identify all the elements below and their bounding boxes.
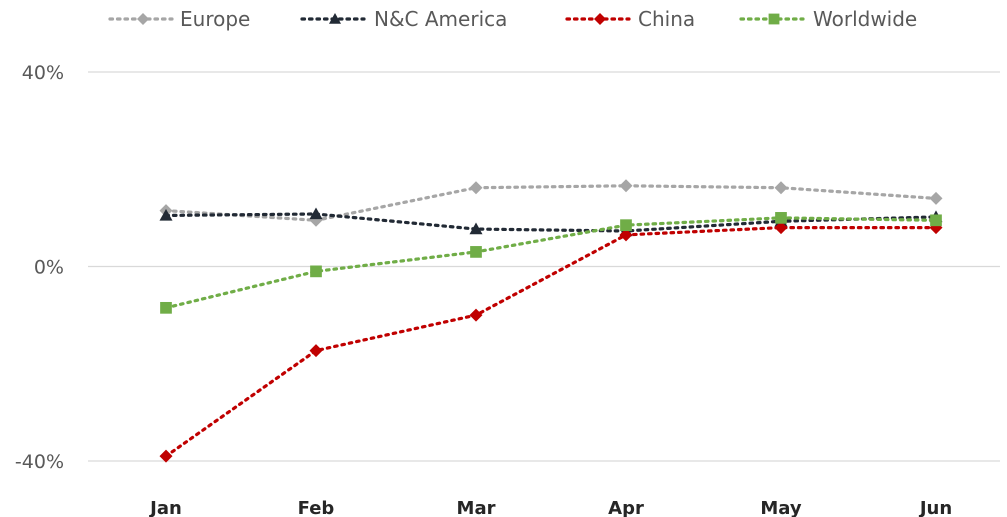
data-point xyxy=(929,191,943,205)
x-tick-label: May xyxy=(760,498,802,517)
legend-label: China xyxy=(638,7,695,31)
x-axis-tick-labels: Jan Feb Mar Apr May Jun xyxy=(148,498,952,517)
data-point xyxy=(309,207,323,220)
y-tick-label: 0% xyxy=(34,257,64,279)
data-point xyxy=(775,212,787,224)
gridlines xyxy=(88,71,1000,462)
legend-label: Worldwide xyxy=(813,7,917,31)
y-axis-tick-labels: 40% 0% -40% xyxy=(15,62,64,473)
legend-item-nandc-america: N&C America xyxy=(300,7,507,31)
legend-label: N&C America xyxy=(374,7,507,31)
y-tick-label: 40% xyxy=(22,62,64,84)
x-tick-label: Apr xyxy=(608,498,644,517)
legend-label: Europe xyxy=(180,7,250,31)
data-point xyxy=(619,179,633,193)
data-point xyxy=(159,208,173,221)
data-point xyxy=(469,308,483,322)
legend: Europe N&C America China Worldwide xyxy=(108,7,917,31)
x-tick-label: Feb xyxy=(298,498,335,517)
data-point xyxy=(930,214,942,227)
series-line xyxy=(164,212,938,233)
series-nandc-america xyxy=(159,207,943,237)
series-line xyxy=(164,216,938,310)
data-point xyxy=(469,181,483,195)
data-point xyxy=(310,265,322,278)
x-tick-label: Mar xyxy=(457,498,496,517)
data-point xyxy=(620,219,632,232)
legend-item-worldwide: Worldwide xyxy=(739,7,917,31)
series-worldwide xyxy=(160,212,942,314)
legend-item-europe: Europe xyxy=(108,7,250,31)
data-point xyxy=(159,449,173,463)
legend-marker xyxy=(329,13,341,24)
legend-marker xyxy=(768,13,780,25)
data-point xyxy=(774,181,788,195)
data-point xyxy=(309,344,323,358)
series-lines xyxy=(159,179,943,463)
series-china xyxy=(159,221,943,463)
legend-marker xyxy=(137,13,149,25)
data-point xyxy=(160,301,172,314)
data-point xyxy=(469,222,483,235)
data-point xyxy=(470,246,482,258)
legend-item-china: China xyxy=(565,7,695,31)
y-tick-label: -40% xyxy=(15,451,64,473)
series-line xyxy=(164,184,938,222)
x-tick-label: Jun xyxy=(918,498,952,517)
data-point xyxy=(619,228,633,242)
series-line xyxy=(164,226,938,458)
series-europe xyxy=(159,179,943,227)
data-point xyxy=(774,221,788,235)
x-tick-label: Jan xyxy=(148,498,182,517)
legend-marker xyxy=(594,13,606,25)
